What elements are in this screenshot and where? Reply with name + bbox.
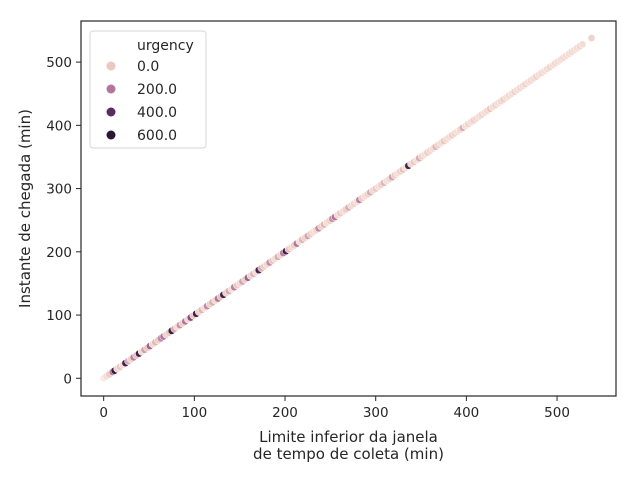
legend-label-200: 200.0 — [137, 82, 177, 98]
legend-swatch-400 — [106, 107, 116, 117]
legend-label-600: 600.0 — [137, 128, 177, 144]
legend-label-400: 400.0 — [137, 105, 177, 121]
x-tick-label-500: 500 — [544, 405, 570, 421]
points-layer — [99, 34, 596, 383]
y-tick-label-100: 100 — [46, 308, 72, 324]
x-axis-title-line-2: de tempo de coleta (min) — [253, 445, 444, 463]
legend-swatch-600 — [106, 130, 116, 140]
legend-box — [89, 30, 207, 149]
legend-swatch-200 — [106, 84, 116, 94]
x-tick-label-100: 100 — [181, 405, 207, 421]
legend-swatch-0 — [106, 61, 116, 71]
legend-title: urgency — [137, 38, 194, 54]
y-axis-title: Instante de chegada (min) — [16, 109, 34, 308]
x-axis: 0 100 200 300 400 500 — [99, 396, 570, 421]
y-tick-label-300: 300 — [46, 182, 72, 198]
data-point-177 — [587, 34, 596, 42]
legend-label-0: 0.0 — [137, 59, 159, 75]
y-axis: 0 100 200 300 400 500 — [46, 55, 81, 387]
x-tick-label-200: 200 — [272, 405, 298, 421]
legend: urgency 0.0 200.0 400.0 600.0 — [89, 30, 207, 149]
y-tick-label-0: 0 — [63, 371, 72, 387]
plot-frame — [80, 20, 617, 397]
y-tick-label-200: 200 — [46, 245, 72, 261]
x-tick-label-0: 0 — [99, 405, 108, 421]
y-tick-label-400: 400 — [46, 118, 72, 134]
data-point-176 — [578, 40, 587, 49]
x-axis-title-line-1: Limite inferior da janela — [259, 428, 438, 446]
y-tick-label-500: 500 — [46, 55, 72, 71]
x-tick-label-300: 300 — [363, 405, 389, 421]
x-tick-label-400: 400 — [453, 405, 479, 421]
